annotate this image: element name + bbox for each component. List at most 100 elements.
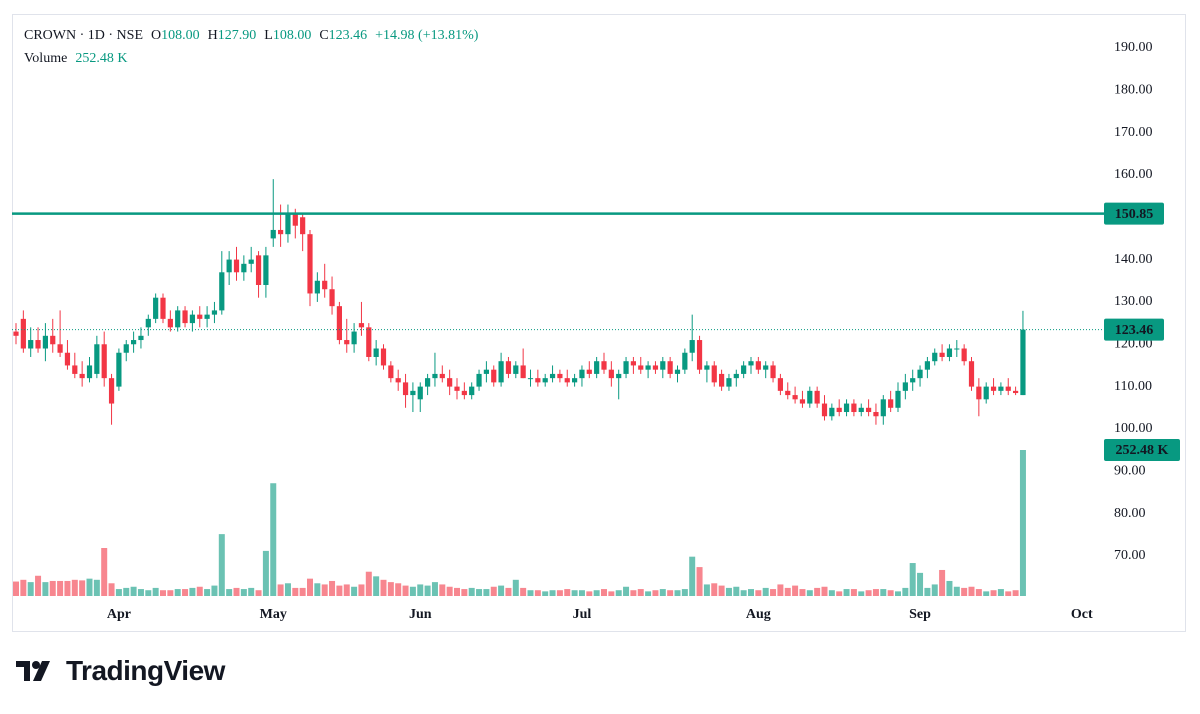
- volume-bar: [498, 585, 505, 596]
- volume-bar: [240, 589, 247, 596]
- volume-bar: [1005, 591, 1012, 596]
- candle-body: [674, 369, 681, 374]
- candle-body: [990, 386, 997, 391]
- candle-body: [182, 310, 188, 324]
- candle-body: [358, 323, 365, 328]
- volume-bar: [872, 589, 879, 596]
- volume-bar: [255, 590, 262, 596]
- candle-body: [380, 348, 387, 366]
- volume-bar: [329, 580, 336, 596]
- volume-bar: [130, 586, 137, 596]
- volume-bar: [79, 580, 86, 596]
- last-price-label: 123.46: [1115, 323, 1154, 338]
- candle-body: [667, 361, 673, 374]
- candle-body: [594, 361, 600, 374]
- volume-bar: [115, 589, 122, 596]
- volume-bar: [248, 587, 255, 596]
- volume-bar: [218, 534, 225, 596]
- candle-body: [263, 255, 269, 285]
- candle-body: [241, 263, 247, 273]
- volume-bar: [292, 587, 299, 596]
- candle-body: [873, 412, 879, 417]
- candle-body: [755, 361, 761, 370]
- candle-body: [616, 373, 622, 379]
- volume-bar: [961, 587, 968, 596]
- brand: TradingView: [16, 655, 225, 687]
- candle-body: [64, 352, 71, 366]
- candle-body: [711, 365, 717, 383]
- candle-body: [28, 340, 34, 349]
- candle-body: [197, 314, 203, 319]
- candle-body: [851, 403, 857, 413]
- volume-bar: [542, 591, 549, 596]
- candle-body: [322, 280, 328, 290]
- volume-bar: [373, 576, 380, 596]
- candle-body: [94, 344, 100, 374]
- volume-bar: [586, 591, 593, 596]
- volume-bar: [505, 587, 512, 596]
- candle-body: [35, 340, 41, 349]
- candle-body: [123, 344, 129, 353]
- candle-body: [439, 373, 445, 379]
- candle-body: [13, 331, 19, 336]
- candle-body: [821, 403, 828, 417]
- candle-body: [741, 365, 747, 374]
- volume-bar: [108, 583, 115, 596]
- candle-body: [373, 348, 379, 357]
- candle-body: [307, 234, 313, 294]
- candle-body: [682, 352, 688, 370]
- candle-body: [388, 365, 394, 379]
- y-tick-label: 80.00: [1114, 506, 1146, 521]
- candle-body: [829, 407, 835, 417]
- candle-body: [20, 318, 26, 349]
- brand-name: TradingView: [66, 655, 225, 686]
- candle-body: [285, 213, 291, 235]
- candle-body: [888, 399, 894, 408]
- candle-body: [292, 213, 298, 226]
- volume-value: 252.48 K: [75, 51, 128, 66]
- candle-body: [219, 272, 225, 311]
- candle-body: [476, 373, 482, 387]
- high-label: H: [207, 28, 218, 43]
- y-tick-label: 110.00: [1114, 379, 1152, 394]
- volume-bar: [637, 589, 644, 596]
- volume-bar: [167, 590, 174, 596]
- volume-bar: [909, 563, 916, 596]
- candle-body: [601, 361, 607, 370]
- volume-bar: [593, 590, 600, 596]
- volume-bar: [174, 589, 181, 596]
- candle-body: [513, 365, 519, 374]
- volume-bar: [42, 582, 49, 596]
- candle-body: [777, 378, 783, 391]
- candle-body: [226, 259, 232, 273]
- ohlc-row: CROWN · 1D · NSE O108.00 H127.90 L108.00 C12…: [24, 24, 486, 47]
- volume-bar: [204, 589, 211, 596]
- volume-bar: [20, 579, 27, 596]
- volume-bar: [623, 586, 630, 596]
- volume-bar: [924, 587, 931, 596]
- volume-bar: [380, 579, 387, 596]
- volume-bar: [850, 589, 857, 596]
- candle-body: [42, 335, 48, 349]
- volume-bar: [667, 590, 674, 596]
- volume-bar: [733, 586, 740, 596]
- candle-body: [1013, 390, 1019, 394]
- candle-body: [902, 382, 908, 391]
- x-tick-label: Apr: [107, 607, 131, 622]
- volume-bar: [828, 590, 835, 596]
- volume-bar: [152, 587, 159, 596]
- candle-body: [564, 378, 570, 383]
- volume-bar: [711, 583, 718, 596]
- symbol: CROWN · 1D · NSE: [24, 28, 143, 43]
- volume-bar: [520, 587, 527, 596]
- candle-body: [895, 390, 901, 408]
- candle-body: [785, 390, 791, 396]
- candle-body: [505, 361, 512, 374]
- volume-bar: [946, 580, 953, 596]
- volume-bar: [755, 590, 762, 596]
- candle-body: [696, 340, 703, 370]
- volume-bar: [990, 590, 997, 596]
- volume-bar: [35, 575, 42, 596]
- candle-body: [248, 259, 254, 264]
- volume-bar: [777, 584, 784, 596]
